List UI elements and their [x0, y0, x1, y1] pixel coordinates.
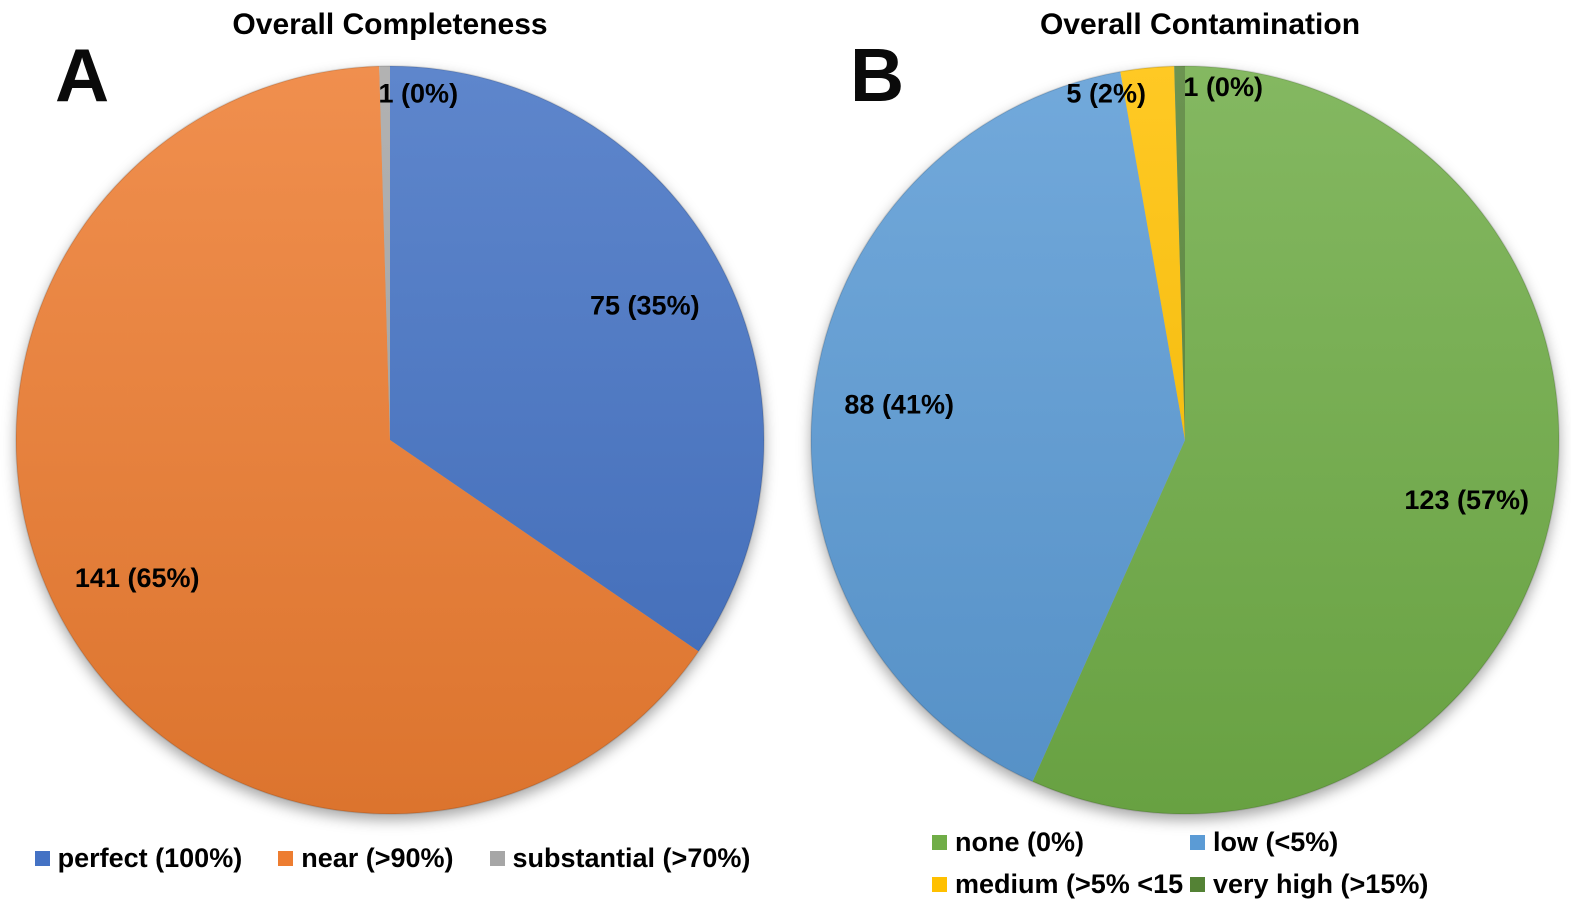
- legend-b: none (0%) low (<5%) medium (>5% <15 very hi…: [932, 822, 1428, 902]
- legend-item: none (0%): [932, 822, 1190, 862]
- chart-a-title: Overall Completeness: [232, 8, 548, 41]
- pie-slice-a-1: [15, 66, 699, 815]
- legend-item: low (<5%): [1190, 822, 1428, 862]
- legend-label: very high (>15%): [1213, 869, 1429, 899]
- legend-swatch: [932, 876, 947, 892]
- pie-chart-b: [810, 65, 1560, 815]
- slice-data-label: 5 (2%): [1066, 79, 1146, 109]
- pie-slice-b-1: [810, 71, 1185, 782]
- legend-label: near (>90%): [301, 843, 454, 873]
- slice-data-label: 123 (57%): [1404, 485, 1529, 515]
- slice-data-label: 1 (0%): [1183, 72, 1263, 102]
- pie-chart-a: [15, 65, 765, 815]
- legend-label: perfect (100%): [57, 843, 243, 873]
- legend-item: medium (>5% <15: [932, 864, 1190, 902]
- legend-label: low (<5%): [1213, 827, 1339, 857]
- legend-item: very high (>15%): [1190, 864, 1428, 902]
- legend-label: medium (>5% <15: [955, 869, 1184, 899]
- pie-slice-b-3: [1174, 66, 1185, 440]
- slice-data-label: 75 (35%): [590, 291, 700, 321]
- pie-slice-b-0: [1032, 66, 1559, 814]
- chart-b-title: Overall Contamination: [1039, 8, 1361, 41]
- legend-swatch: [489, 850, 505, 866]
- legend-label: substantial (>70%): [512, 843, 751, 873]
- panel-label-a: A: [55, 33, 110, 117]
- slice-data-label: 88 (41%): [844, 390, 954, 420]
- panel-label-b: B: [850, 33, 905, 117]
- slice-data-label: 141 (65%): [75, 563, 200, 593]
- slice-data-label: 1 (0%): [379, 78, 459, 108]
- legend-item: substantial (>70%): [489, 838, 751, 878]
- legend-label: none (0%): [955, 827, 1085, 857]
- pie-slice-a-0: [390, 66, 764, 652]
- pie-slice-b-2: [1120, 66, 1185, 440]
- legend-swatch: [1190, 876, 1205, 892]
- legend-swatch: [932, 834, 947, 850]
- legend-swatch: [34, 850, 50, 866]
- legend-item: perfect (100%): [34, 838, 243, 878]
- legend-item: near (>90%): [278, 838, 454, 878]
- pie-rim: [810, 65, 1560, 815]
- legend-swatch: [1190, 834, 1205, 850]
- legend-swatch: [278, 850, 294, 866]
- pie-slice-a-2: [379, 66, 390, 440]
- legend-a: perfect (100%) near (>90%) substantial (>7…: [0, 838, 785, 878]
- pie-rim: [15, 65, 765, 815]
